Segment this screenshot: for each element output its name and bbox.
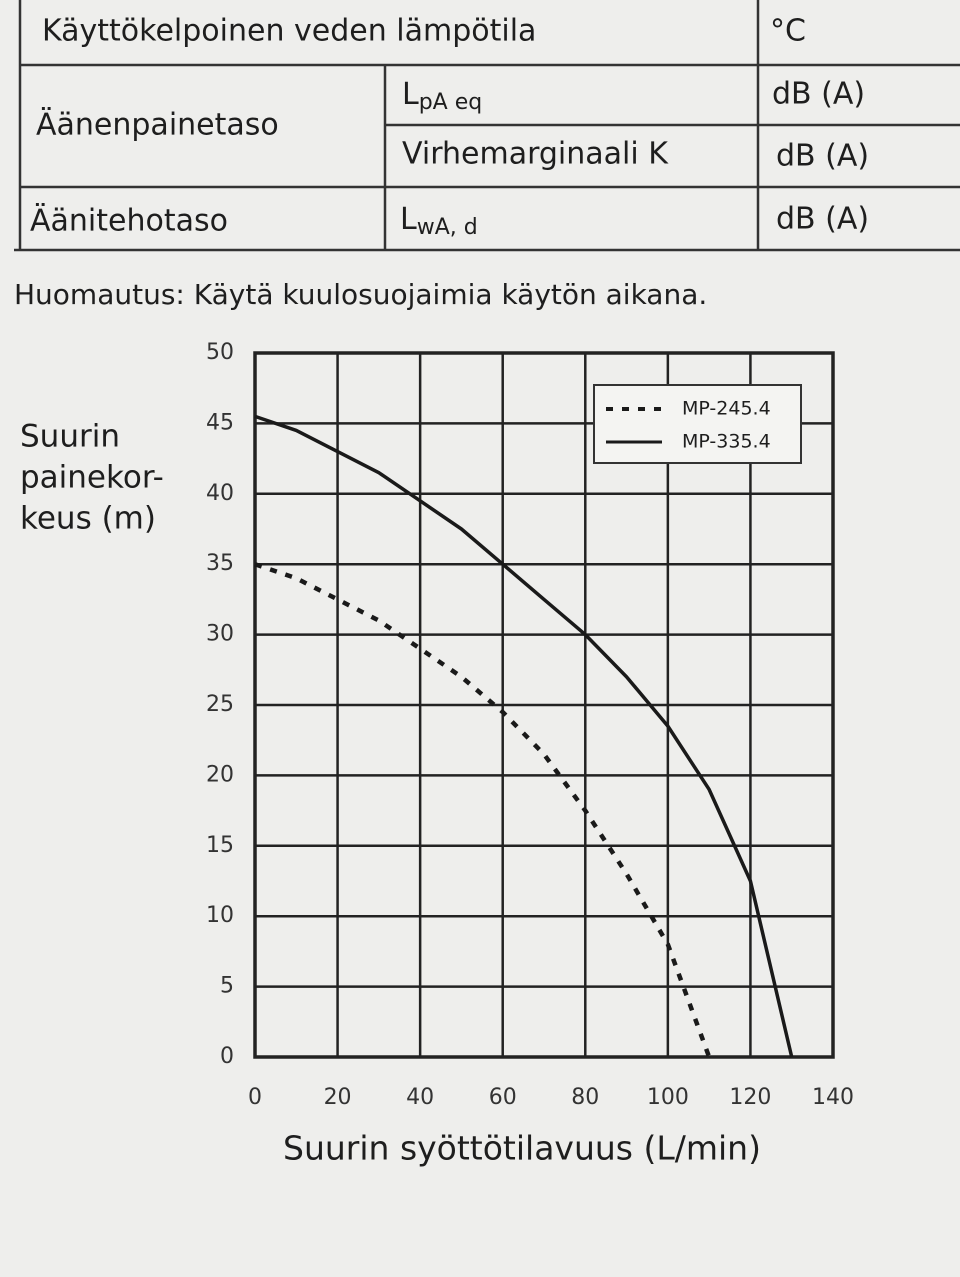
table-cell: Äänenpainetaso <box>36 107 279 143</box>
series-line <box>254 562 712 1058</box>
y-tick-label: 35 <box>206 551 234 576</box>
x-tick-label: 0 <box>248 1085 262 1110</box>
x-tick-label: 120 <box>729 1085 771 1110</box>
y-tick-label: 25 <box>206 692 234 717</box>
x-tick-label: 80 <box>571 1085 599 1110</box>
table-cell: Äänitehotaso <box>30 203 228 239</box>
table-cell: dB (A) <box>772 77 865 112</box>
table-grid <box>14 0 960 252</box>
x-tick-label: 20 <box>324 1085 352 1110</box>
y-tick-label: 20 <box>206 762 234 787</box>
x-tick-label: 140 <box>812 1085 854 1110</box>
y-tick-label: 30 <box>206 622 234 647</box>
legend-label: MP-335.4 <box>682 431 771 453</box>
y-tick-label: 5 <box>220 974 234 999</box>
legend-label: MP-245.4 <box>682 398 771 420</box>
plot-frame <box>253 351 835 1059</box>
y-tick-label: 40 <box>206 481 234 506</box>
y-axis-label: keus (m) <box>20 501 156 537</box>
table-cell: LpA eq <box>402 77 482 116</box>
table-cell: dB (A) <box>776 202 869 237</box>
x-tick-label: 100 <box>647 1085 689 1110</box>
table-cell: LwA, d <box>400 202 478 241</box>
y-tick-label: 0 <box>220 1044 234 1069</box>
series-line <box>254 414 794 1058</box>
y-tick-label: 15 <box>206 833 234 858</box>
x-tick-label: 60 <box>489 1085 517 1110</box>
y-tick-label: 45 <box>206 410 234 435</box>
y-tick-label: 10 <box>206 903 234 928</box>
table-cell: °C <box>770 14 806 49</box>
table-cell: dB (A) <box>776 139 869 174</box>
table-cell: Käyttökelpoinen veden lämpötila <box>42 14 536 49</box>
x-axis-label: Suurin syöttötilavuus (L/min) <box>283 1129 761 1168</box>
y-axis-label: painekor- <box>20 460 164 496</box>
y-tick-label: 50 <box>206 340 234 365</box>
legend-box <box>593 384 802 464</box>
table-cell: Virhemarginaali K <box>402 137 669 172</box>
subscript: wA, d <box>417 215 478 240</box>
symbol: L <box>400 202 417 237</box>
x-tick-label: 40 <box>406 1085 434 1110</box>
subscript: pA eq <box>419 90 483 115</box>
note: Huomautus: Käytä kuulosuojaimia käytön a… <box>14 278 707 311</box>
symbol: L <box>402 77 419 112</box>
y-axis-label: Suurin <box>20 419 120 455</box>
